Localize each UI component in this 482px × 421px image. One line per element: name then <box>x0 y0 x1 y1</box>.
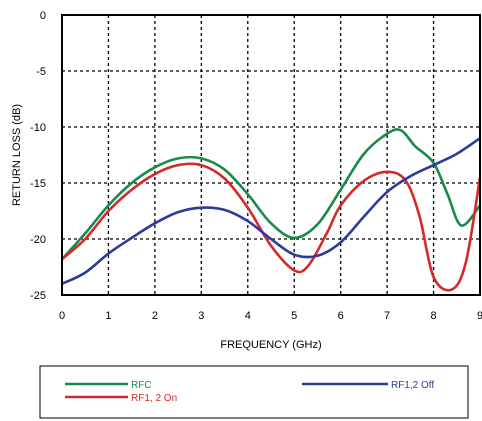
x-axis-title: FREQUENCY (GHz) <box>220 339 321 351</box>
series-line-rf1-2-on <box>62 162 480 292</box>
grid-lines <box>62 15 480 295</box>
series-line-rf1-2-off <box>62 136 480 286</box>
series-line-rfc <box>62 128 480 261</box>
x-tick-label-1: 1 <box>105 310 111 322</box>
x-tick-label-9: 9 <box>477 310 482 322</box>
legend-label-0: RFC <box>131 380 152 391</box>
y-tick-label-1: -5 <box>36 66 46 78</box>
x-tick-label-4: 4 <box>245 310 251 322</box>
tick-labels: 0 1 2 3 4 5 6 7 8 9 0 -5 -10 -15 -20 -25 <box>30 10 482 322</box>
x-tick-label-2: 2 <box>152 310 158 322</box>
legend-label-1: RF1, 2 On <box>131 393 177 404</box>
x-tick-label-6: 6 <box>338 310 344 322</box>
y-tick-label-2: -10 <box>30 122 46 134</box>
legend: RFC RF1, 2 On RF1,2 Off <box>39 365 469 419</box>
x-tick-label-3: 3 <box>198 310 204 322</box>
x-tick-label-0: 0 <box>59 310 65 322</box>
y-tick-label-4: -20 <box>30 234 46 246</box>
y-axis-title: RETURN LOSS (dB) <box>11 104 23 206</box>
y-tick-label-3: -15 <box>30 178 46 190</box>
x-tick-label-7: 7 <box>384 310 390 322</box>
y-tick-label-0: 0 <box>40 10 46 22</box>
series-lines <box>62 128 480 292</box>
legend-label-2: RF1,2 Off <box>391 380 434 391</box>
x-tick-label-5: 5 <box>291 310 297 322</box>
legend-box <box>39 365 469 419</box>
x-tick-label-8: 8 <box>430 310 436 322</box>
plot-area-frame <box>61 14 481 296</box>
y-tick-label-5: -25 <box>30 290 46 302</box>
